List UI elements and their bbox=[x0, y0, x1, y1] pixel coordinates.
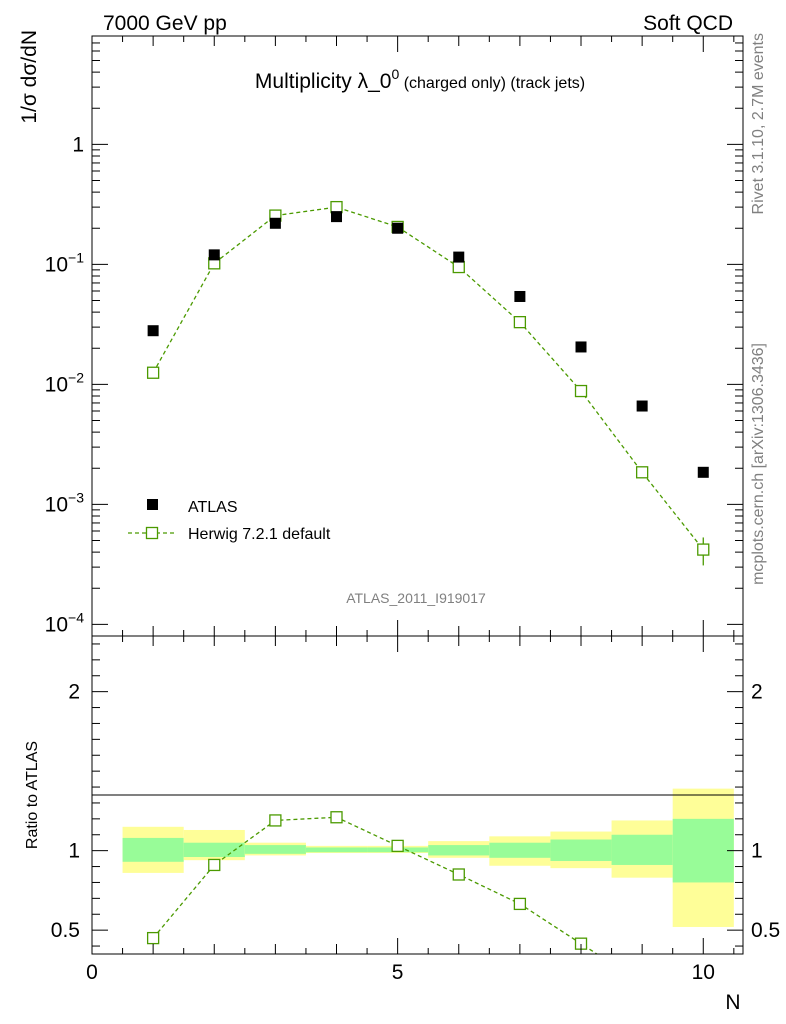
atlas-point bbox=[269, 217, 281, 229]
legend-herwig-label: Herwig 7.2.1 default bbox=[188, 526, 331, 543]
ratio-band-inner bbox=[122, 837, 184, 862]
ratio-ytick-label-left: 0.5 bbox=[51, 919, 80, 942]
ratio-band-inner bbox=[611, 834, 673, 865]
atlas-point bbox=[514, 290, 526, 302]
legend: ATLAS Herwig 7.2.1 default bbox=[128, 499, 331, 543]
ratio-bands bbox=[122, 788, 734, 927]
ratio-frame bbox=[91, 635, 744, 955]
watermark: ATLAS_2011_I919017 bbox=[346, 590, 486, 606]
ratio-band-inner bbox=[305, 847, 368, 853]
legend-atlas-label: ATLAS bbox=[188, 499, 238, 516]
atlas-point bbox=[392, 222, 404, 234]
atlas-point bbox=[147, 325, 159, 337]
ratio-herwig-line bbox=[152, 816, 598, 955]
ratio-herwig-point bbox=[391, 839, 404, 853]
main-ytick-label: 10−2 bbox=[45, 369, 85, 396]
plot-title: Multiplicity λ_00 (charged only) (track … bbox=[255, 66, 585, 93]
herwig-point bbox=[574, 384, 588, 398]
legend-atlas-marker bbox=[147, 499, 158, 510]
ratio-band-inner bbox=[428, 845, 490, 856]
main-frame bbox=[91, 35, 744, 637]
herwig-point bbox=[452, 260, 465, 274]
atlas-point bbox=[636, 400, 648, 412]
herwig-point bbox=[146, 366, 160, 379]
mcplots-label: mcplots.cern.ch [arXiv:1306.3436] bbox=[750, 343, 767, 585]
ratio-ylabel: Ratio to ATLAS bbox=[24, 741, 41, 849]
atlas-point bbox=[697, 466, 709, 478]
xtick-label: 5 bbox=[392, 961, 404, 984]
ratio-herwig-point bbox=[513, 897, 527, 911]
main-ylabel: 1/σ dσ/dN bbox=[18, 30, 41, 124]
main-series bbox=[146, 200, 710, 566]
atlas-point bbox=[575, 341, 587, 353]
xtick-label: 0 bbox=[86, 961, 98, 984]
ratio-band-inner bbox=[550, 839, 612, 861]
atlas-point bbox=[208, 249, 220, 261]
ratio-band-inner bbox=[672, 818, 734, 883]
ratio-ytick-label-right: 2 bbox=[751, 681, 763, 704]
main-axis-ticks: 1 10−1 10−2 10−3 10−4 bbox=[45, 35, 743, 636]
legend-herwig-marker bbox=[145, 526, 159, 540]
ratio-band-inner bbox=[489, 842, 551, 858]
ratio-series bbox=[146, 811, 598, 955]
ratio-herwig-point bbox=[208, 858, 221, 872]
herwig-point bbox=[513, 315, 527, 329]
ratio-ytick-label-left: 2 bbox=[68, 681, 80, 704]
herwig-point bbox=[330, 200, 343, 214]
main-ytick-label: 10−4 bbox=[45, 609, 85, 636]
ratio-herwig-point bbox=[146, 931, 160, 945]
ratio-ytick-label-right: 1 bbox=[751, 840, 763, 863]
herwig-point bbox=[697, 543, 710, 556]
x-axis-label: N bbox=[725, 991, 740, 1014]
xtick-label: 10 bbox=[692, 961, 715, 984]
herwig-line bbox=[152, 206, 704, 550]
atlas-point bbox=[453, 251, 465, 263]
main-ytick-label: 1 bbox=[72, 133, 84, 156]
atlas-point bbox=[331, 211, 343, 223]
main-ytick-label: 10−3 bbox=[45, 489, 85, 516]
ratio-ytick-label-right: 0.5 bbox=[751, 919, 780, 942]
ratio-ytick-label-left: 1 bbox=[68, 840, 80, 863]
ratio-band-inner bbox=[244, 845, 306, 854]
main-ytick-label: 10−1 bbox=[45, 249, 85, 276]
ratio-herwig-point bbox=[269, 814, 282, 827]
ratio-herwig-point bbox=[330, 811, 343, 824]
herwig-point bbox=[635, 466, 649, 479]
header-right: Soft QCD bbox=[643, 12, 733, 35]
header-left: 7000 GeV pp bbox=[103, 12, 227, 35]
ratio-herwig-point bbox=[452, 868, 465, 881]
ratio-axis-ticks: 0.5 0.5 1 1 2 2 0 5 10 bbox=[51, 636, 780, 984]
rivet-label: Rivet 3.1.10, 2.7M events bbox=[750, 33, 767, 214]
